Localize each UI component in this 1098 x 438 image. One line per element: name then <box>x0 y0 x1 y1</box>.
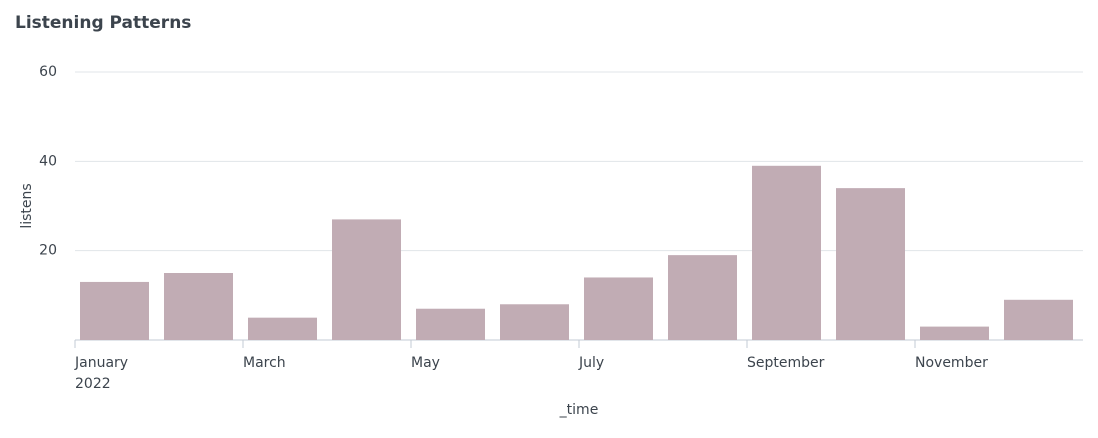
x-tick-label: November <box>915 355 988 371</box>
x-tick-label: March <box>243 355 286 371</box>
bar <box>920 326 989 340</box>
y-tick-label: 60 <box>39 64 57 80</box>
x-tick-label: January <box>74 355 128 371</box>
x-tick-label: May <box>411 355 440 371</box>
bar <box>248 317 317 340</box>
y-tick-label: 20 <box>39 243 57 259</box>
bar <box>332 219 401 340</box>
x-tick-label: July <box>578 355 604 371</box>
bar <box>500 304 569 340</box>
bar <box>752 165 821 340</box>
x-year-label: 2022 <box>75 376 111 392</box>
bar <box>416 308 485 340</box>
y-axis-label: listens <box>19 183 35 228</box>
x-tick-label: September <box>747 355 825 371</box>
bar <box>1004 299 1073 340</box>
bar <box>668 255 737 340</box>
x-axis-label: _time <box>559 402 599 418</box>
bar <box>836 188 905 340</box>
chart-title: Listening Patterns <box>15 13 191 33</box>
bar <box>164 273 233 340</box>
bar <box>584 277 653 340</box>
bar <box>80 281 149 340</box>
y-tick-label: 40 <box>39 153 57 169</box>
